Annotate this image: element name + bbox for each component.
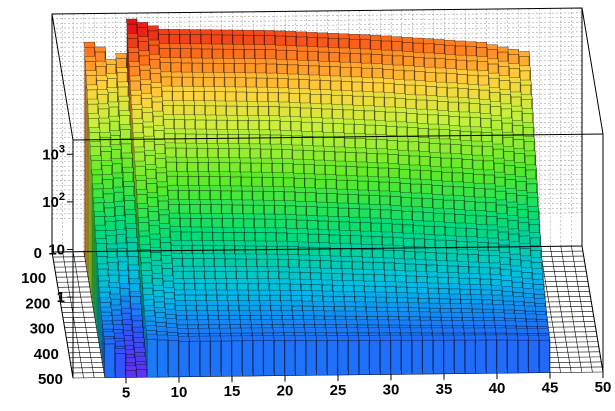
lego-bar [284,335,296,376]
y-tick-label: 300 [30,321,55,338]
lego-bar [400,334,413,375]
lego-bar [178,335,190,377]
x-tick-label: 50 [595,379,612,396]
lego-bar [527,334,540,373]
lego-bar [506,334,519,374]
lego-bar [231,335,243,377]
lego-bar [474,334,487,374]
x-tick-label: 15 [224,383,241,400]
lego-bar [453,334,466,374]
lego-bar [379,334,392,375]
lego-bar [135,364,148,378]
lego-bar [262,335,275,376]
lego-bar [156,334,169,378]
x-tick-label: 40 [489,380,506,397]
frame-layer [51,7,604,379]
lego-bar [209,335,222,377]
z-tick-label: 103 [42,143,65,163]
lego-bar [347,335,360,376]
lego-bar [517,334,529,374]
y-tick-label: 100 [21,270,46,287]
z-tick-label: 102 [42,191,65,211]
lego-bar [443,334,455,374]
x-tick-label: 10 [171,384,188,401]
bars-layer [83,18,551,378]
lego-bar [358,335,370,375]
lego-bar [390,334,402,375]
lego-bar [273,335,286,376]
x-tick-label: 30 [383,381,400,398]
y-tick-label: 0 [34,245,42,262]
lego-bar [432,334,445,375]
lego-bar [114,348,127,378]
lego-bar [421,334,434,375]
lego-bar [411,334,423,375]
lego-bar [326,335,339,376]
y-tick-label: 500 [38,371,63,388]
lego-bar [241,335,254,377]
x-tick-label: 25 [330,382,347,399]
lego-bar [337,335,349,376]
x-tick-label: 35 [436,381,453,398]
x-tick-label: 45 [542,380,559,397]
lego-bar [315,335,328,376]
lego-bar [305,335,317,376]
z-tick-label: 10 [48,242,65,259]
lego-bar [188,335,201,377]
lego-bar [199,335,211,377]
lego-bar [252,335,264,377]
lego-bar [496,334,508,374]
lego-bar [146,333,158,378]
lego-bar [464,334,476,374]
y-tick-label: 200 [25,295,50,312]
x-tick-label: 5 [122,384,130,401]
lego-bar [485,334,498,374]
lego-bar [220,335,233,377]
label-layer: 1 10 102 103 0 100 200 300 400 500 5 10 15 20 25 30 35 40… [21,143,611,401]
lego-bar [368,335,381,375]
y-tick-label: 400 [34,346,59,363]
lego-bar [538,334,551,373]
lego-bar [294,335,307,376]
lego-bar [167,335,180,378]
x-tick-label: 20 [277,383,294,400]
lego-bar [103,338,116,378]
lego-bar [125,365,137,378]
z-tick-label: 1 [57,289,65,306]
